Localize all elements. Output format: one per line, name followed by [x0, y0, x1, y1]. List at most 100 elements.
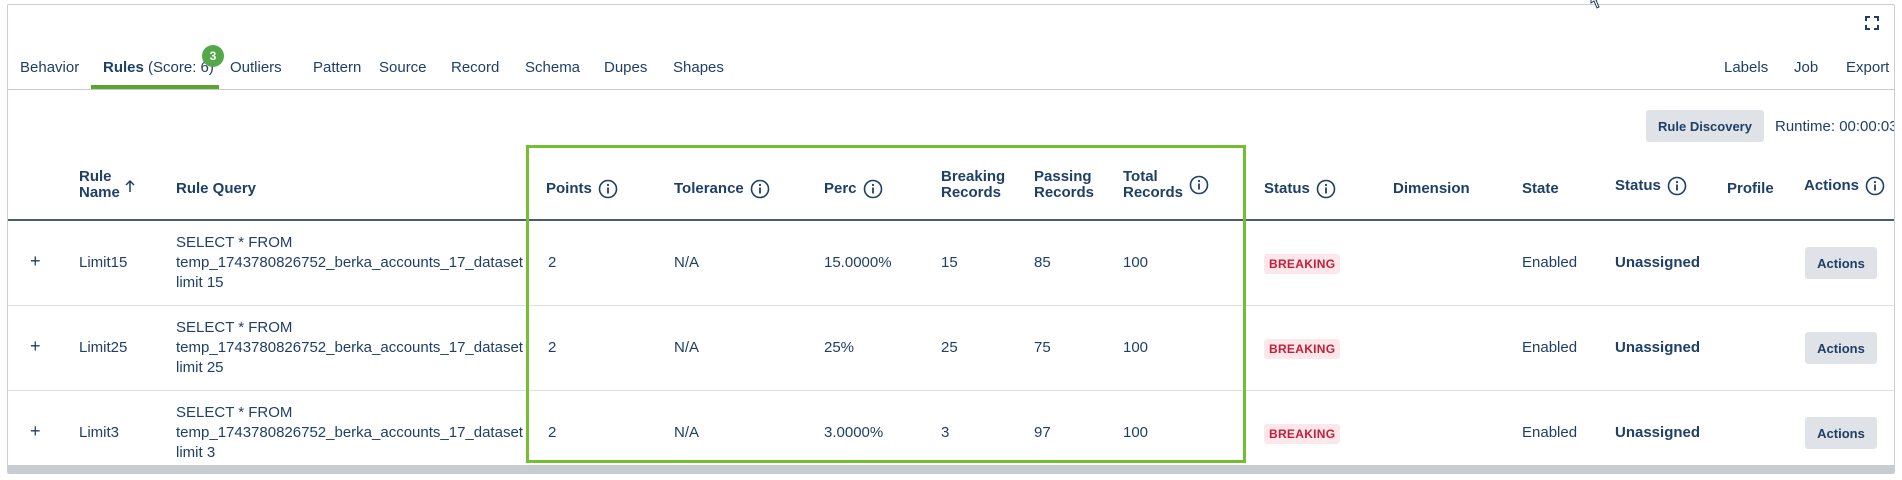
rule-query: SELECT * FROM temp_1743780826752_berka_a… [176, 233, 523, 293]
tolerance-value: N/A [674, 424, 700, 441]
state-value: Enabled [1522, 339, 1578, 356]
info-icon[interactable] [863, 179, 883, 199]
tab-schema[interactable]: Schema [525, 59, 581, 76]
assignment-status-value: Unassigned [1615, 424, 1701, 441]
tab-pattern[interactable]: Pattern [313, 59, 362, 76]
active-tab-indicator [91, 85, 219, 89]
col-actions: Actions [1804, 176, 1885, 196]
tab-dupes[interactable]: Dupes [604, 59, 648, 76]
col-dimension: Dimension [1393, 180, 1470, 197]
col-status-label: Status [1264, 179, 1310, 197]
rules-panel: Behavior Rules (Score: 6) 3 Outliers Pat… [7, 4, 1895, 474]
rule-discovery-button[interactable]: Rule Discovery [1646, 110, 1764, 142]
rule-name: Limit25 [79, 339, 128, 356]
breaking-records-value: 3 [941, 424, 950, 441]
col-state: State [1522, 180, 1559, 197]
rule-query-line: limit 15 [176, 274, 224, 291]
expand-row-button[interactable]: + [30, 251, 41, 271]
rule-query-line: temp_1743780826752_berka_accounts_17_dat… [176, 254, 523, 271]
info-icon[interactable] [1189, 175, 1209, 195]
col-perc: Perc [824, 179, 883, 199]
col-rule-query: Rule Query [176, 180, 257, 197]
actions-button[interactable]: Actions [1805, 332, 1877, 364]
col-assignment-status-label: Status [1615, 176, 1661, 194]
tolerance-value: N/A [674, 254, 700, 271]
table-header: Rule Name Rule Query Points Tolerance Pe… [8, 157, 1894, 221]
breaking-records-value: 25 [941, 339, 958, 356]
tab-source[interactable]: Source [379, 59, 427, 76]
rule-query-line: temp_1743780826752_berka_accounts_17_dat… [176, 339, 523, 356]
breaking-records-value: 15 [941, 254, 958, 271]
expand-row-button[interactable]: + [30, 421, 41, 441]
expand-icon[interactable] [1864, 15, 1880, 31]
passing-records-value: 85 [1034, 254, 1051, 271]
col-rule-name[interactable]: Rule Name [79, 169, 139, 201]
points-value: 2 [548, 424, 557, 441]
col-actions-label: Actions [1804, 176, 1860, 194]
rule-query: SELECT * FROM temp_1743780826752_berka_a… [176, 318, 523, 378]
total-records-value: 100 [1123, 254, 1149, 271]
tab-bar: Behavior Rules (Score: 6) 3 Outliers Pat… [8, 45, 1894, 90]
tab-export[interactable]: Export [1846, 59, 1890, 76]
rule-name: Limit3 [79, 424, 120, 441]
passing-records-value: 97 [1034, 424, 1051, 441]
table-row: + Limit3 SELECT * FROM temp_174378082675… [8, 391, 1894, 473]
rule-query-line: SELECT * FROM [176, 234, 293, 251]
perc-value: 25% [824, 339, 855, 356]
assignment-status-value: Unassigned [1615, 339, 1701, 356]
col-points-label: Points [546, 179, 592, 197]
col-tolerance-label: Tolerance [674, 179, 744, 197]
points-value: 2 [548, 339, 557, 356]
col-total-records-label: Total Records [1123, 168, 1184, 201]
status-badge: BREAKING [1264, 339, 1341, 359]
actions-button[interactable]: Actions [1805, 417, 1877, 449]
rule-query: SELECT * FROM temp_1743780826752_berka_a… [176, 403, 523, 463]
info-icon[interactable] [1865, 176, 1885, 196]
rule-query-line: limit 3 [176, 444, 216, 461]
tab-behavior[interactable]: Behavior [20, 59, 80, 76]
expand-row-button[interactable]: + [30, 336, 41, 356]
total-records-value: 100 [1123, 424, 1149, 441]
actions-button[interactable]: Actions [1805, 247, 1877, 279]
col-points: Points [546, 179, 618, 199]
info-icon[interactable] [1667, 176, 1687, 196]
rule-query-line: SELECT * FROM [176, 319, 293, 336]
rules-count-badge: 3 [202, 45, 224, 67]
tab-record[interactable]: Record [451, 59, 500, 76]
rule-query-line: temp_1743780826752_berka_accounts_17_dat… [176, 424, 523, 441]
col-assignment-status: Status [1615, 176, 1687, 196]
assignment-status-value: Unassigned [1615, 254, 1701, 271]
col-perc-label: Perc [824, 179, 857, 197]
perc-value: 15.0000% [824, 254, 892, 271]
state-value: Enabled [1522, 254, 1578, 271]
tab-shapes[interactable]: Shapes [673, 59, 724, 76]
tolerance-value: N/A [674, 339, 700, 356]
col-status: Status [1264, 179, 1336, 199]
col-passing-records: Passing Records [1034, 168, 1095, 201]
table-row: + Limit15 SELECT * FROM temp_17437808267… [8, 221, 1894, 306]
state-value: Enabled [1522, 424, 1578, 441]
runtime-label: Runtime: 00:00:03 [1775, 118, 1895, 135]
status-badge: BREAKING [1264, 254, 1341, 274]
tab-rules-label: Rules [103, 59, 144, 76]
passing-records-value: 75 [1034, 339, 1051, 356]
tab-labels[interactable]: Labels [1724, 59, 1769, 76]
col-breaking-records: Breaking Records [941, 168, 1006, 201]
status-badge: BREAKING [1264, 424, 1341, 444]
info-icon[interactable] [1316, 179, 1336, 199]
info-icon[interactable] [598, 179, 618, 199]
total-records-value: 100 [1123, 339, 1149, 356]
table-row: + Limit25 SELECT * FROM temp_17437808267… [8, 306, 1894, 391]
mouse-cursor-icon [1590, 0, 1600, 9]
tab-outliers[interactable]: Outliers [230, 59, 282, 76]
col-total-records: Total Records [1123, 169, 1223, 201]
info-icon[interactable] [750, 179, 770, 199]
tab-job[interactable]: Job [1794, 59, 1819, 76]
horizontal-scrollbar[interactable] [8, 465, 1894, 473]
tab-rules-score: (Score: 6) [148, 59, 214, 76]
perc-value: 3.0000% [824, 424, 884, 441]
sort-ascending-icon[interactable] [124, 179, 136, 193]
rule-query-line: SELECT * FROM [176, 404, 293, 421]
tab-rules[interactable]: Rules (Score: 6) [103, 59, 214, 76]
col-profile: Profile [1727, 180, 1774, 197]
